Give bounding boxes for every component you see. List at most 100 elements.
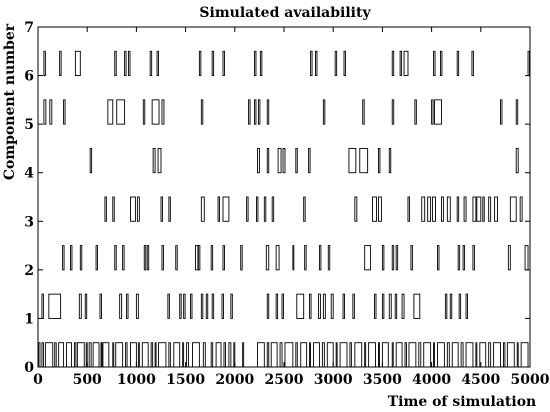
failure-pulse: [112, 196, 115, 222]
failure-pulse: [115, 342, 124, 368]
y-tick-label: 2: [24, 263, 34, 279]
failure-pulse: [515, 147, 519, 174]
failure-pulse: [100, 342, 103, 368]
failure-pulse: [296, 293, 305, 319]
failure-pulse: [152, 147, 156, 174]
failure-pulse: [395, 342, 403, 368]
failure-pulse: [130, 342, 137, 368]
failure-pulse: [444, 293, 448, 319]
failure-pulse: [407, 196, 410, 222]
failure-pulse: [43, 99, 47, 125]
failure-pulse: [472, 196, 477, 222]
failure-pulse: [221, 293, 224, 319]
failure-pulse: [88, 342, 92, 368]
failure-pulse: [520, 342, 529, 368]
failure-pulse: [266, 293, 270, 319]
failure-pulse: [182, 342, 185, 368]
x-tick-label: 1000: [117, 372, 156, 388]
failure-pulse: [440, 196, 444, 222]
failure-pulse: [257, 99, 261, 125]
failure-pulse: [432, 196, 436, 222]
failure-pulse: [116, 99, 126, 125]
failure-pulse: [322, 99, 326, 125]
x-axis-ticks: 0 500 1000 1500 2000 2500 3000 3500 4000 4500 5000: [33, 27, 550, 388]
failure-pulse: [500, 99, 503, 125]
failure-pulse: [222, 50, 225, 77]
failure-pulse: [381, 245, 385, 271]
failure-pulse: [63, 99, 66, 125]
failure-pulse: [463, 196, 467, 222]
failure-pulse: [381, 293, 385, 319]
failure-pulse: [362, 99, 365, 125]
failure-pulse: [413, 293, 421, 319]
failure-pulse: [322, 293, 326, 319]
failure-pulse: [460, 342, 464, 368]
failure-pulse: [326, 342, 334, 368]
failure-pulse: [210, 245, 214, 271]
failure-pulse: [446, 196, 451, 222]
failure-pulse: [458, 293, 462, 319]
failure-pulse: [173, 342, 181, 368]
failure-pulse: [126, 293, 129, 319]
failure-pulse: [313, 342, 320, 368]
failure-pulse: [190, 293, 193, 319]
failure-pulse: [395, 245, 399, 271]
failure-pulse: [343, 50, 346, 77]
failure-pulse: [92, 342, 100, 368]
failure-pulse: [284, 342, 294, 368]
x-tick-label: 5000: [511, 372, 550, 388]
failure-pulse: [200, 196, 205, 222]
failure-pulse: [295, 147, 298, 174]
failure-pulse: [160, 196, 163, 222]
failure-pulse: [89, 147, 93, 174]
failure-pulse: [158, 342, 167, 368]
failure-pulse: [128, 50, 131, 77]
failure-pulse: [66, 342, 72, 368]
failure-pulse: [135, 293, 139, 319]
chart-title: Simulated availability: [199, 5, 371, 21]
failure-pulse: [198, 50, 202, 77]
failure-pulse: [205, 293, 209, 319]
failure-pulse: [150, 342, 154, 368]
failure-pulse: [295, 342, 298, 368]
failure-pulse: [99, 293, 102, 319]
failure-pulse: [70, 245, 73, 271]
failure-pulse: [378, 147, 381, 174]
failure-pulse: [488, 342, 492, 368]
failure-pulse: [256, 147, 260, 174]
failure-pulse: [95, 245, 98, 271]
failure-pulse: [263, 196, 267, 222]
y-tick-label: 4: [24, 166, 34, 182]
failure-pulse: [136, 196, 140, 222]
failure-pulse: [399, 50, 403, 77]
failure-pulse: [433, 50, 436, 77]
y-tick-label: 6: [24, 69, 34, 85]
failure-pulse: [339, 342, 348, 368]
failure-pulse: [472, 245, 475, 271]
failure-pulse: [78, 293, 82, 319]
failure-pulse: [364, 245, 372, 271]
failure-pulse: [334, 50, 338, 77]
failure-pulse: [364, 342, 367, 368]
failure-pulse: [59, 50, 62, 77]
failure-pulse: [256, 196, 259, 222]
failure-pulse: [161, 99, 165, 125]
x-tick-label: 4000: [412, 372, 451, 388]
failure-pulse: [391, 342, 394, 368]
failure-pulse: [303, 196, 306, 222]
failure-pulse: [330, 293, 334, 319]
failure-pulse: [200, 293, 204, 319]
failure-pulse: [194, 245, 199, 271]
failure-pulse: [38, 342, 41, 368]
failure-pulse: [266, 147, 270, 174]
failure-pulse: [509, 196, 517, 222]
failure-pulse: [418, 342, 422, 368]
failure-pulse: [281, 293, 284, 319]
failure-pulse: [401, 293, 405, 319]
failure-pulse: [202, 342, 206, 368]
failure-pulse: [79, 245, 83, 271]
failure-pulse: [49, 99, 53, 125]
failure-pulse: [304, 245, 307, 271]
failure-pulse: [254, 99, 257, 125]
